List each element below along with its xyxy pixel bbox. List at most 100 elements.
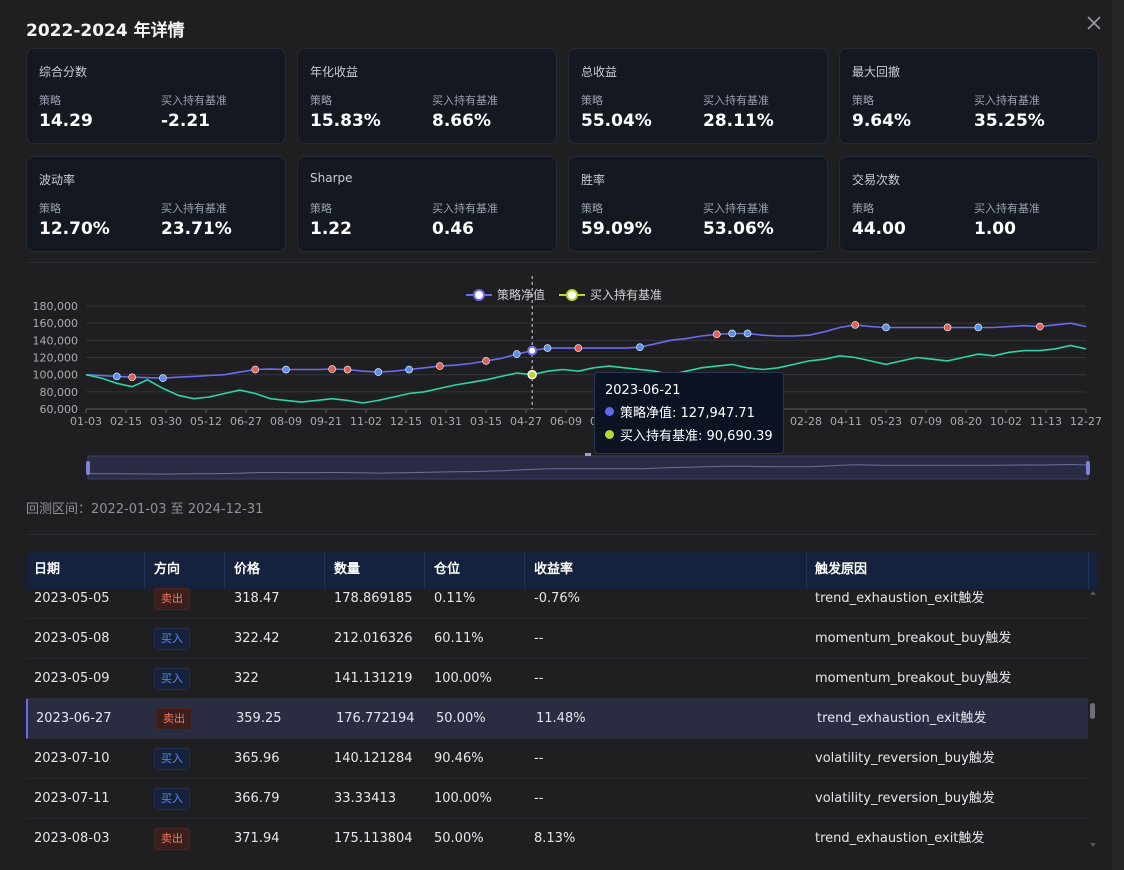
y-tick-label: 160,000 [33,317,79,330]
col-position[interactable]: 仓位 [434,562,461,577]
buy-marker [743,329,752,338]
x-tick-label: 06-27 [230,415,262,428]
tooltip-benchmark: 买入持有基准: 90,690.39 [620,429,773,444]
cell-date: 2023-05-09 [34,671,110,686]
equity-chart[interactable]: 策略净值 买入持有基准 180,000 160,000 140,000 120,000… [26,276,1106,486]
trades-table: 日期 方向 价格 数量 仓位 收益率 触发原因 2023-05-05 卖出 31… [26,551,1098,851]
y-tick-label: 80,000 [40,386,79,399]
cell-reason: momentum_breakout_buy触发 [815,631,1012,646]
cell-reason: trend_exhaustion_exit触发 [815,591,985,606]
metric-benchmark-value: 53.06% [703,219,774,239]
cell-reason: momentum_breakout_buy触发 [815,671,1012,686]
metric-benchmark-label: 买入持有基准 [161,202,227,215]
metric-name: Sharpe [310,171,353,185]
x-tick-label: 11-02 [350,415,382,428]
sell-marker [1036,322,1044,331]
metric-strategy-label: 策略 [581,94,603,107]
table-scrollbar[interactable] [1088,589,1098,851]
metric-card: 交易次数 策略 买入持有基准 44.00 1.00 [839,156,1099,252]
buy-marker [543,344,552,352]
cell-quantity: 178.869185 [334,591,413,606]
legend-benchmark[interactable]: 买入持有基准 [559,286,662,303]
x-tick-label: 11-13 [1030,415,1062,428]
chart-canvas[interactable]: 180,000 160,000 140,000 120,000 100,000 80,00… [26,276,1106,486]
metric-benchmark-label: 买入持有基准 [161,94,227,107]
x-tick-label: 08-20 [950,415,982,428]
crosshair-point-benchmark [527,369,537,380]
sell-marker [943,323,952,332]
buy-marker [974,323,983,332]
cell-direction: 买入 [154,779,190,819]
x-tick-label: 01-03 [70,415,102,428]
direction-badge: 买入 [154,627,190,650]
col-separator [324,551,325,589]
sell-marker [328,365,336,373]
cell-reason: volatility_reversion_buy触发 [815,791,995,806]
col-quantity[interactable]: 数量 [334,562,361,577]
x-tick-label: 02-15 [110,415,142,428]
metric-strategy-label: 策略 [39,202,61,215]
cell-date: 2023-07-11 [34,791,110,806]
cell-reason: trend_exhaustion_exit触发 [815,831,985,846]
col-direction[interactable]: 方向 [154,562,181,577]
direction-badge: 买入 [154,747,190,770]
metric-card: Sharpe 策略 买入持有基准 1.22 0.46 [297,156,557,252]
legend-strategy-icon [466,288,492,301]
metric-strategy-value: 59.09% [581,219,652,239]
col-return[interactable]: 收益率 [534,562,574,577]
table-row[interactable]: 2023-06-27 卖出 359.25 176.772194 50.00% 1… [26,699,1088,739]
x-tick-label: 07-09 [910,415,942,428]
cell-quantity: 175.113804 [334,831,413,846]
buy-marker [405,365,413,374]
col-reason[interactable]: 触发原因 [815,562,868,577]
sell-marker [712,330,721,339]
metric-benchmark-label: 买入持有基准 [703,94,769,107]
zoom-drag-handle [585,453,591,456]
cell-direction: 卖出 [154,579,190,619]
tooltip-strategy: 策略净值: 127,947.71 [620,406,755,421]
table-row[interactable]: 2023-05-05 卖出 318.47 178.869185 0.11% -0… [26,579,1088,619]
cell-return: -- [534,751,544,766]
cell-date: 2023-07-10 [34,751,110,766]
table-row[interactable]: 2023-08-03 卖出 371.94 175.113804 50.00% 8… [26,819,1088,851]
cell-return: 11.48% [536,711,586,726]
sell-marker [574,344,583,352]
metric-name: 总收益 [581,65,618,79]
close-icon[interactable] [1085,14,1103,32]
modal-title: 2022-2024 年详情 [26,21,185,41]
legend-strategy[interactable]: 策略净值 [466,286,545,303]
buy-marker [882,323,890,332]
metric-benchmark-value: -2.21 [161,111,210,131]
chart-tooltip: 2023-06-21 策略净值: 127,947.71 买入持有基准: 90,6… [594,372,784,454]
cell-position: 0.11% [434,591,476,606]
col-separator [1088,551,1089,589]
table-header: 日期 方向 价格 数量 仓位 收益率 触发原因 [26,551,1098,589]
metric-strategy-label: 策略 [852,94,874,107]
x-tick-label: 01-31 [430,415,462,428]
table-row[interactable]: 2023-05-08 买入 322.42 212.016326 60.11% -… [26,619,1088,659]
y-tick-label: 100,000 [33,369,79,382]
table-row[interactable]: 2023-07-11 买入 366.79 33.33413 100.00% --… [26,779,1088,819]
tooltip-date: 2023-06-21 [605,383,681,398]
metric-benchmark-value: 23.71% [161,219,232,239]
cell-quantity: 176.772194 [336,711,415,726]
x-tick-label: 04-27 [510,415,542,428]
metric-strategy-value: 55.04% [581,111,652,131]
metric-benchmark-value: 35.25% [974,111,1045,131]
col-separator [224,551,225,589]
cell-position: 90.46% [434,751,484,766]
table-row[interactable]: 2023-05-09 买入 322 141.131219 100.00% -- … [26,659,1088,699]
zoom-preview-line [87,463,1089,475]
direction-badge: 卖出 [156,707,192,730]
table-row[interactable]: 2023-07-10 买入 365.96 140.121284 90.46% -… [26,739,1088,779]
metric-strategy-label: 策略 [310,94,332,107]
col-date[interactable]: 日期 [34,562,61,577]
cell-price: 359.25 [236,711,282,726]
cell-date: 2023-06-27 [36,711,112,726]
metric-card: 年化收益 策略 买入持有基准 15.83% 8.66% [297,48,557,144]
chart-legend[interactable]: 策略净值 买入持有基准 [466,286,662,303]
legend-strategy-label: 策略净值 [497,288,546,302]
metric-name: 年化收益 [310,65,359,79]
cell-price: 318.47 [234,591,280,606]
col-price[interactable]: 价格 [234,562,261,577]
